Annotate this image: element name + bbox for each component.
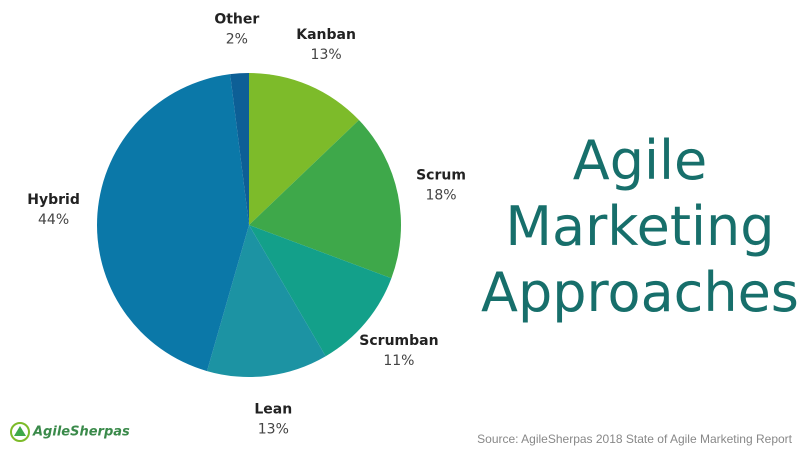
chart-title: Agile Marketing Approaches bbox=[481, 129, 799, 324]
slice-value: 11% bbox=[383, 353, 414, 369]
slice-value: 13% bbox=[258, 421, 289, 437]
pie-slice bbox=[207, 225, 326, 378]
source: Source: AgileSherpas 2018 State of Agile… bbox=[477, 432, 793, 446]
pie-slice bbox=[249, 225, 392, 357]
slice-label: Lean bbox=[254, 401, 292, 417]
pie-slice bbox=[249, 73, 359, 225]
slice-label: Scrum bbox=[416, 168, 466, 184]
slice-value: 44% bbox=[38, 212, 69, 228]
slice-label: Hybrid bbox=[27, 192, 80, 208]
pie-slice bbox=[249, 120, 401, 279]
slice-label: Kanban bbox=[296, 27, 356, 43]
slice-value: 2% bbox=[226, 31, 248, 47]
slice-label: Other bbox=[214, 11, 259, 27]
slice-value: 18% bbox=[425, 188, 456, 204]
pie-slice bbox=[96, 74, 249, 372]
slice-value: 13% bbox=[311, 47, 342, 63]
logo-text: AgileSherpas bbox=[32, 425, 130, 440]
slice-label: Scrumban bbox=[359, 333, 438, 349]
pie-slice bbox=[230, 73, 249, 225]
logo-icon bbox=[10, 422, 30, 442]
logo-icon-mountain bbox=[14, 426, 26, 436]
logo: AgileSherpas bbox=[10, 422, 130, 442]
